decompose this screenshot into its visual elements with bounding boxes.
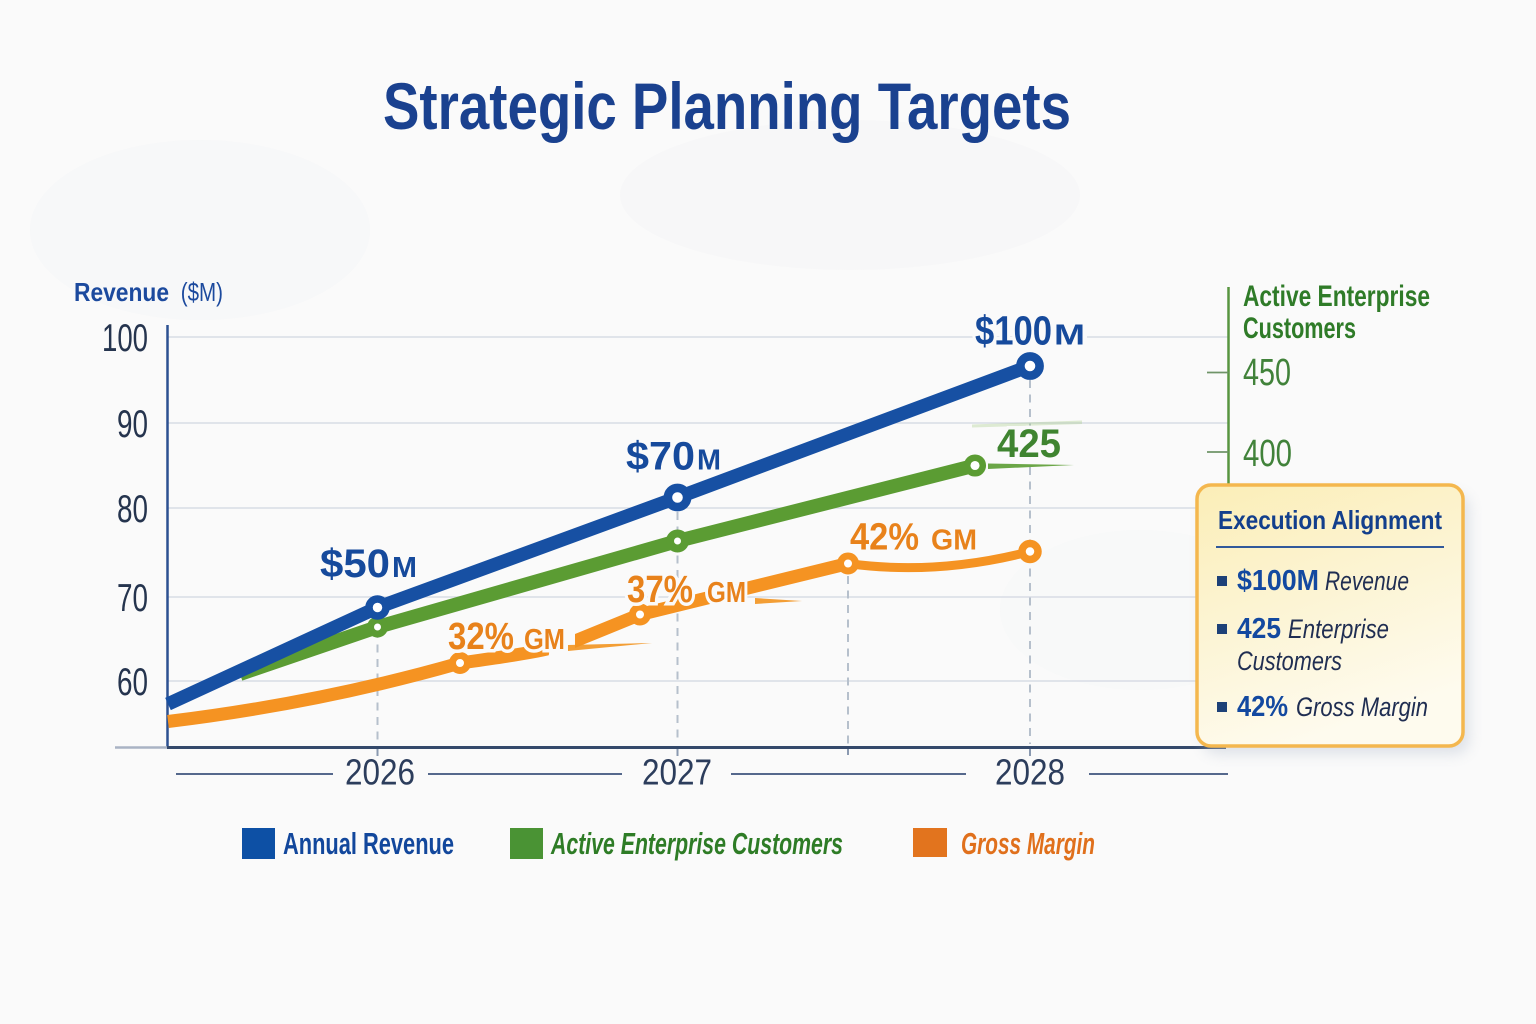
svg-text:60: 60 bbox=[117, 661, 148, 704]
svg-text:450: 450 bbox=[1243, 352, 1291, 394]
svg-text:$50M: $50M bbox=[320, 542, 417, 586]
svg-text:425: 425 bbox=[997, 422, 1061, 466]
svg-text:80: 80 bbox=[117, 488, 148, 531]
svg-text:Gross Margin: Gross Margin bbox=[961, 826, 1095, 861]
svg-text:400: 400 bbox=[1243, 433, 1292, 475]
svg-text:2026: 2026 bbox=[345, 752, 415, 793]
svg-text:$70M: $70M bbox=[626, 435, 721, 479]
svg-text:$100M: $100M bbox=[975, 308, 1085, 354]
svg-text:2027: 2027 bbox=[642, 752, 712, 793]
svg-text:90: 90 bbox=[117, 403, 148, 446]
svg-text:42%Gross Margin: 42% Gross Margin bbox=[1237, 691, 1428, 723]
svg-text:32%GM: 32% GM bbox=[448, 616, 565, 658]
svg-text:Customers: Customers bbox=[1243, 312, 1356, 345]
svg-text:Active Enterprise: Active Enterprise bbox=[1243, 280, 1430, 313]
svg-text:Strategic Planning Targets: Strategic Planning Targets bbox=[383, 69, 1071, 143]
svg-text:Active Enterprise Customers: Active Enterprise Customers bbox=[550, 826, 843, 861]
svg-text:Execution Alignment: Execution Alignment bbox=[1218, 505, 1442, 535]
svg-text:42%GM: 42% GM bbox=[850, 517, 977, 559]
svg-text:37%GM: 37% GM bbox=[627, 569, 746, 611]
svg-text:Annual Revenue: Annual Revenue bbox=[283, 826, 454, 861]
svg-text:Revenue ($M): Revenue ($M) bbox=[74, 277, 223, 307]
svg-text:Customers: Customers bbox=[1237, 646, 1342, 676]
svg-text:70: 70 bbox=[117, 577, 148, 620]
svg-text:100: 100 bbox=[102, 317, 148, 360]
svg-text:2028: 2028 bbox=[995, 752, 1065, 793]
